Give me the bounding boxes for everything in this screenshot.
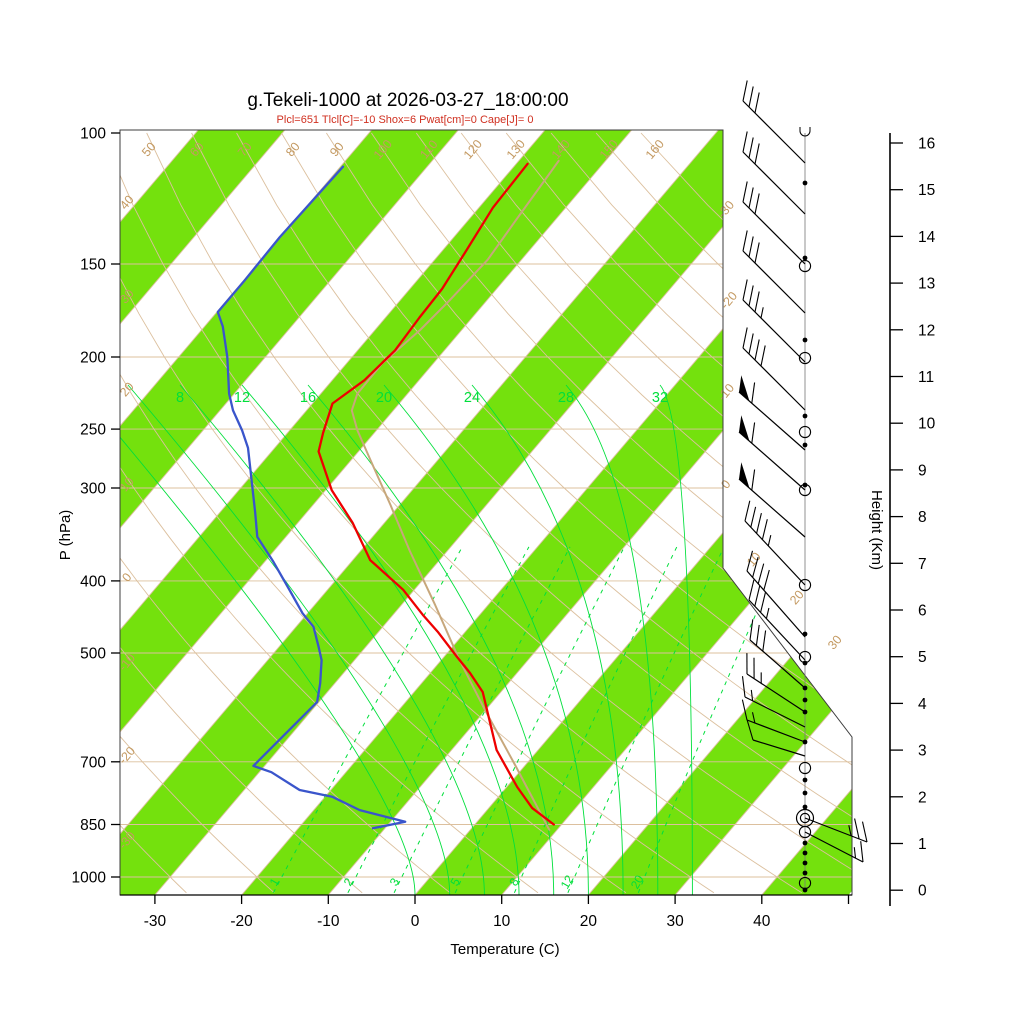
svg-text:4: 4 [918, 696, 927, 713]
svg-text:12: 12 [918, 322, 935, 339]
svg-text:28: 28 [558, 390, 574, 406]
svg-text:5: 5 [918, 649, 927, 666]
svg-text:24: 24 [464, 390, 480, 406]
svg-text:100: 100 [80, 126, 106, 143]
svg-text:13: 13 [918, 276, 935, 293]
svg-text:2: 2 [918, 789, 927, 806]
svg-text:-20: -20 [718, 289, 740, 312]
isotherm-and-adiabat-lines [120, 130, 852, 895]
svg-text:3: 3 [918, 743, 927, 760]
parcel-trace [350, 159, 560, 831]
svg-text:30: 30 [666, 913, 684, 930]
svg-text:10: 10 [918, 416, 936, 433]
svg-text:150: 150 [80, 257, 106, 274]
svg-text:32: 32 [652, 390, 668, 406]
svg-text:12: 12 [234, 390, 250, 406]
parameters-subtitle: Plcl=651 Tlcl[C]=-10 Shox=6 Pwat[cm]=0 C… [277, 114, 534, 126]
svg-text:15: 15 [918, 182, 935, 199]
svg-text:12: 12 [558, 872, 577, 891]
pressure-axis-label: P (hPa) [57, 510, 74, 561]
height-axis-label: Height (Km) [868, 490, 885, 570]
svg-text:30: 30 [825, 633, 845, 653]
axes: -30 -20 -10 0 10 20 30 401001502002503004005007… [72, 126, 852, 930]
svg-text:120: 120 [461, 137, 485, 162]
svg-text:-20: -20 [230, 913, 253, 930]
svg-text:11: 11 [918, 369, 934, 386]
svg-text:0: 0 [411, 913, 420, 930]
svg-text:9: 9 [918, 462, 927, 479]
svg-text:1: 1 [918, 836, 927, 853]
svg-text:0: 0 [119, 570, 134, 584]
temperature-axis-label: Temperature (C) [450, 941, 559, 958]
svg-text:700: 700 [80, 754, 106, 771]
svg-text:-20: -20 [116, 744, 138, 767]
svg-text:500: 500 [80, 646, 106, 663]
svg-text:300: 300 [80, 480, 106, 497]
svg-text:90: 90 [327, 140, 347, 160]
svg-text:16: 16 [918, 136, 935, 153]
svg-text:40: 40 [753, 913, 771, 930]
svg-text:10: 10 [744, 550, 764, 570]
wind-barb-column [738, 80, 868, 893]
svg-text:20: 20 [376, 390, 392, 406]
svg-text:0: 0 [718, 477, 733, 491]
svg-text:6: 6 [918, 603, 927, 620]
svg-text:20: 20 [580, 913, 598, 930]
svg-text:0: 0 [918, 883, 927, 900]
svg-text:200: 200 [80, 349, 106, 366]
svg-text:850: 850 [80, 817, 106, 834]
svg-text:-10: -10 [317, 913, 340, 930]
svg-text:1000: 1000 [72, 870, 107, 887]
svg-text:20: 20 [628, 872, 647, 891]
svg-text:8: 8 [918, 509, 927, 526]
page-title: g.Tekeli-1000 at 2026-03-27_18:00:00 [247, 90, 568, 111]
svg-text:8: 8 [176, 390, 184, 406]
sounding-curves [216, 162, 555, 830]
svg-text:80: 80 [283, 140, 303, 160]
svg-text:14: 14 [918, 229, 936, 246]
svg-text:7: 7 [918, 556, 927, 573]
svg-text:-30: -30 [144, 913, 167, 930]
svg-text:400: 400 [80, 573, 106, 590]
svg-text:10: 10 [493, 913, 511, 930]
svg-text:16: 16 [300, 390, 316, 406]
svg-text:50: 50 [139, 140, 159, 160]
svg-text:160: 160 [643, 137, 667, 162]
svg-text:250: 250 [80, 422, 106, 439]
